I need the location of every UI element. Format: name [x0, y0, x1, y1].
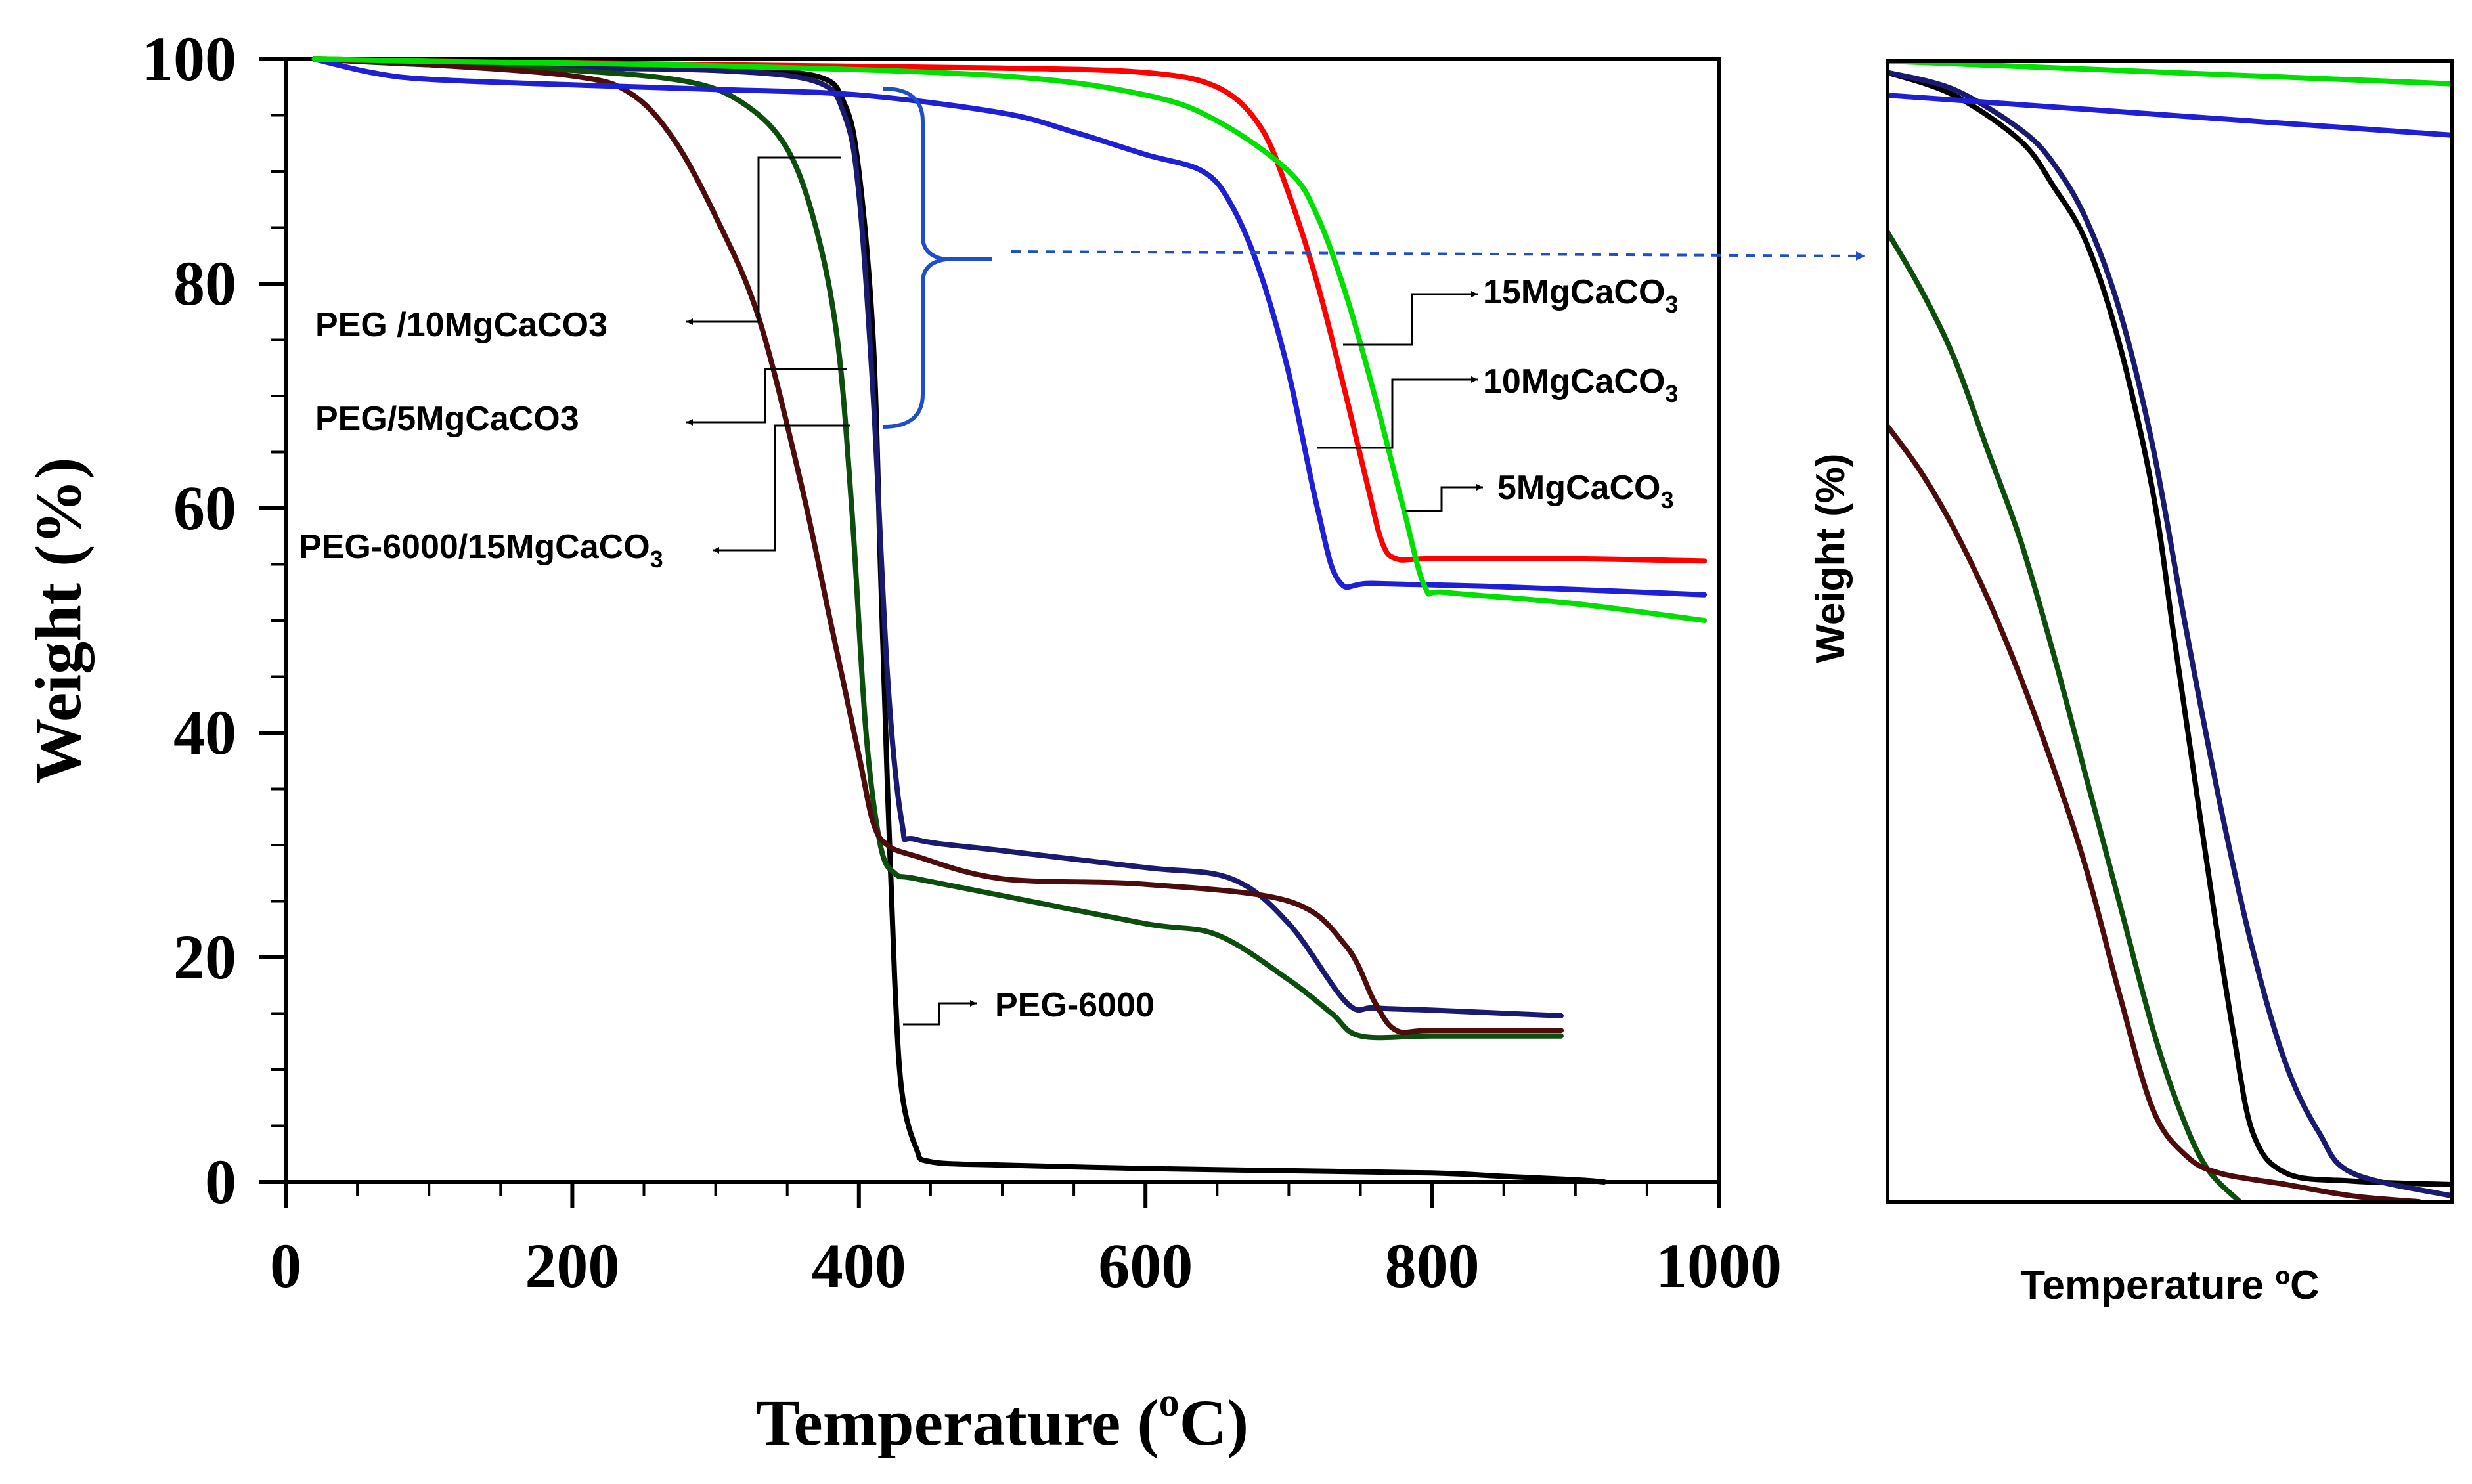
leader-15mgcaco3 — [1343, 291, 1478, 346]
x-tick-label-800: 800 — [1385, 1231, 1480, 1301]
leader-5mgcaco3 — [1405, 484, 1483, 512]
inset-x-axis-title: Temperature ºC — [2020, 1263, 2320, 1308]
x-axis-title: Temperature (oC) — [756, 1380, 1248, 1459]
callout-peg6000-15mgcaco3-sub: 3 — [650, 546, 663, 573]
y-tick-label-0: 0 — [205, 1146, 236, 1217]
inset-chart: Temperature ºC Weight (%) — [1808, 59, 2454, 1308]
leader-peg-5mgcaco3 — [686, 368, 847, 426]
y-tick-label-40: 40 — [173, 697, 236, 768]
callout-peg-10mgcaco3: PEG /10MgCaCO3 — [315, 306, 607, 344]
x-tick-label-400: 400 — [812, 1231, 906, 1301]
series-line-5mgcaco3 — [311, 56, 1708, 623]
callout-10mgcaco3-sub: 3 — [1665, 380, 1678, 407]
y-tick-label-100: 100 — [142, 24, 236, 94]
y-axis-title: Weight (%) — [22, 457, 95, 783]
main-chart: 0 200 400 600 800 1000 0 20 40 60 80 100 PEG /10MgC… — [22, 24, 1866, 1459]
x-tick-label-1000: 1000 — [1656, 1231, 1782, 1301]
leader-peg6000-15mgcaco3 — [713, 424, 850, 554]
inset-series-line-10mgcaco3 — [1887, 93, 2452, 138]
callout-peg-5mgcaco3: PEG/5MgCaCO3 — [315, 400, 579, 438]
main-axes: 0 200 400 600 800 1000 0 20 40 60 80 100 — [142, 24, 1782, 1301]
callout-5mgcaco3-sub: 3 — [1660, 487, 1673, 513]
callout-5mgcaco3-main: 5MgCaCO — [1497, 469, 1660, 507]
series-line-10mgcaco3 — [311, 56, 1708, 598]
x-axis-title-main: Temperature ( — [756, 1386, 1159, 1459]
y-tick-label-80: 80 — [173, 248, 236, 318]
inset-series — [1887, 61, 2452, 1202]
callout-15mgcaco3: 15MgCaCO3 — [1483, 273, 1678, 318]
x-tick-label-600: 600 — [1098, 1231, 1193, 1301]
leader-peg6000 — [903, 1000, 977, 1026]
series-line-peg-6000 — [311, 56, 1607, 1185]
inset-series-line-peg-6000-15mgcaco3 — [1887, 423, 2422, 1202]
callout-15mgcaco3-main: 15MgCaCO — [1483, 273, 1665, 311]
main-series — [311, 56, 1708, 1185]
x-axis-title-end: C) — [1180, 1386, 1249, 1459]
leader-peg-10mgcaco3 — [686, 156, 841, 325]
series-line-peg-5mgcaco3 — [311, 56, 1564, 1041]
callout-5mgcaco3: 5MgCaCO3 — [1497, 469, 1674, 513]
inset-plot-frame — [1886, 59, 2454, 1204]
group-brace — [883, 87, 992, 429]
callout-10mgcaco3-main: 10MgCaCO — [1483, 362, 1665, 401]
series-line-peg-10mgcaco3 — [311, 56, 1564, 1018]
inset-y-axis-title: Weight (%) — [1808, 453, 1853, 663]
inset-series-line-5mgcaco3 — [1887, 61, 2452, 87]
callout-10mgcaco3: 10MgCaCO3 — [1483, 362, 1678, 407]
x-tick-label-200: 200 — [525, 1231, 619, 1301]
x-tick-label-0: 0 — [270, 1231, 301, 1301]
callout-15mgcaco3-sub: 3 — [1665, 291, 1678, 318]
zoom-connector-arrow — [1011, 250, 1866, 261]
series-line-peg-6000-15mgcaco3 — [311, 56, 1564, 1036]
leader-10mgcaco3 — [1317, 376, 1478, 449]
x-axis-title-sup: o — [1159, 1380, 1180, 1425]
inset-series-line-peg-10mgcaco3 — [1887, 70, 2452, 1199]
y-tick-label-20: 20 — [173, 922, 236, 992]
callout-peg6000: PEG-6000 — [995, 986, 1155, 1024]
y-tick-label-60: 60 — [173, 473, 236, 543]
inset-series-line-peg-5mgcaco3 — [1887, 229, 2243, 1202]
callout-peg6000-15mgcaco3: PEG-6000/15MgCaCO3 — [299, 528, 663, 573]
inset-series-line-peg-6000 — [1887, 70, 2452, 1187]
callout-peg6000-15mgcaco3-main: PEG-6000/15MgCaCO — [299, 528, 650, 566]
